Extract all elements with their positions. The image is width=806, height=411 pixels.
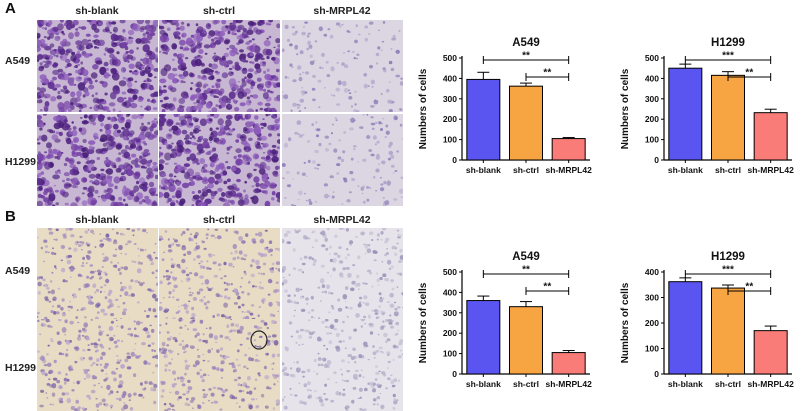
bar-chart-b-h1299: H1299 Numbers of cells 0 100 200 300 400 sh-bla… [614, 250, 804, 400]
bar [753, 330, 788, 375]
chart-title: A549 [512, 251, 540, 263]
bar [466, 300, 501, 375]
y-tick-label: 100 [645, 135, 659, 145]
x-tick-label: sh-blank [668, 165, 703, 175]
row-label-a549: A549 [5, 265, 31, 277]
y-tick-label: 100 [443, 349, 457, 359]
column-label-sh-blank: sh-blank [75, 5, 119, 17]
micrograph [282, 319, 403, 411]
chart-title: A549 [512, 37, 540, 49]
column-label-sh-ctrl: sh-ctrl [202, 5, 236, 17]
y-tick-label: 100 [645, 344, 659, 354]
row-label-a549: A549 [5, 55, 31, 67]
micrograph [159, 319, 280, 411]
bar [753, 112, 788, 161]
significance-label: *** [722, 51, 734, 62]
y-tick-label: 100 [443, 135, 457, 145]
bar-chart-b-a549: A549 Numbers of cells 0 100 200 300 400 500 sh-b… [412, 250, 602, 400]
significance-label: ** [522, 51, 530, 62]
y-tick-label: 200 [443, 328, 457, 338]
significance-label: *** [722, 265, 734, 276]
micrograph [37, 319, 158, 411]
x-tick-label: sh-blank [466, 379, 501, 389]
y-axis-label: Numbers of cells [418, 68, 429, 149]
bar [668, 281, 703, 375]
bar-chart-a-h1299: H1299 Numbers of cells 0 100 200 300 400 500 sh-… [614, 36, 804, 186]
y-tick-label: 400 [645, 73, 659, 83]
micrograph [159, 20, 280, 112]
x-tick-label: sh-blank [466, 165, 501, 175]
y-tick-label: 0 [654, 369, 659, 379]
y-tick-label: 0 [452, 369, 457, 379]
x-tick-label: sh-MRPL42 [748, 165, 795, 175]
column-label-sh-blank: sh-blank [75, 214, 119, 226]
chart-title: H1299 [711, 251, 745, 263]
panel-letter-b: B [5, 208, 16, 225]
x-tick-label: sh-blank [668, 379, 703, 389]
bar [551, 352, 586, 375]
y-tick-label: 400 [443, 73, 457, 83]
bar-chart-a-a549: A549 Numbers of cells 0 100 200 300 400 500 sh-b… [412, 36, 602, 186]
y-axis-label: Numbers of cells [620, 68, 631, 149]
x-tick-label: sh-MRPL42 [546, 165, 593, 175]
y-tick-label: 0 [452, 155, 457, 165]
micrograph [37, 228, 158, 320]
x-tick-label: sh-ctrl [513, 165, 539, 175]
y-tick-label: 500 [443, 53, 457, 63]
y-tick-label: 300 [645, 94, 659, 104]
bar [711, 287, 745, 375]
column-label-sh-mrpl42: sh-MRPL42 [313, 5, 371, 17]
y-tick-label: 300 [645, 293, 659, 303]
chart-title: H1299 [711, 37, 745, 49]
y-axis-label: Numbers of cells [418, 282, 429, 363]
bar [551, 138, 586, 161]
x-tick-label: sh-ctrl [715, 379, 741, 389]
micrograph [282, 20, 403, 112]
y-tick-label: 300 [443, 308, 457, 318]
micrograph [282, 228, 403, 320]
micrograph [37, 20, 158, 112]
bar [509, 85, 543, 161]
x-tick-label: sh-MRPL42 [546, 379, 593, 389]
y-axis-label: Numbers of cells [620, 282, 631, 363]
micrograph [159, 114, 280, 206]
row-label-h1299: H1299 [5, 362, 36, 374]
x-tick-label: sh-ctrl [513, 379, 539, 389]
panel-letter-a: A [5, 0, 16, 17]
y-tick-label: 0 [654, 155, 659, 165]
y-tick-label: 500 [443, 267, 457, 277]
y-tick-label: 400 [443, 287, 457, 297]
micrograph [282, 114, 403, 206]
y-tick-label: 400 [645, 267, 659, 277]
bar [509, 306, 543, 375]
y-tick-label: 500 [645, 53, 659, 63]
column-label-sh-ctrl: sh-ctrl [202, 214, 236, 226]
row-label-h1299: H1299 [5, 156, 36, 168]
y-tick-label: 300 [443, 94, 457, 104]
x-tick-label: sh-ctrl [715, 165, 741, 175]
y-tick-label: 200 [645, 318, 659, 328]
bar [711, 74, 745, 161]
significance-label: ** [522, 265, 530, 276]
y-tick-label: 200 [645, 114, 659, 124]
significance-label: ** [543, 68, 551, 79]
significance-label: ** [543, 282, 551, 293]
y-tick-label: 200 [443, 114, 457, 124]
x-tick-label: sh-MRPL42 [748, 379, 795, 389]
significance-label: ** [745, 282, 753, 293]
bar [668, 67, 703, 161]
significance-label: ** [745, 68, 753, 79]
bar [466, 78, 501, 161]
micrograph [159, 228, 280, 320]
column-label-sh-mrpl42: sh-MRPL42 [313, 214, 371, 226]
micrograph [37, 114, 158, 206]
